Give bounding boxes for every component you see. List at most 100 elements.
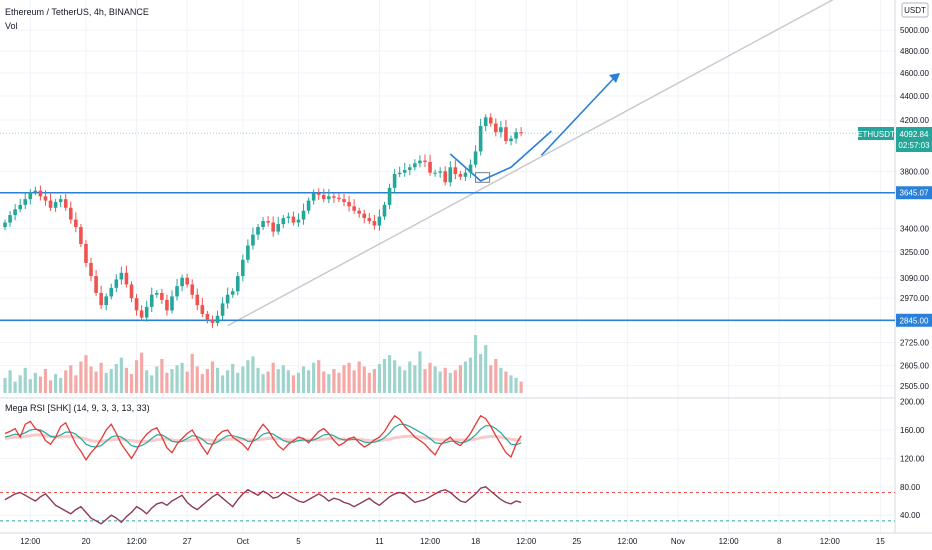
- candle-body: [235, 276, 240, 292]
- candle-body: [468, 164, 473, 173]
- volume-bar: [317, 360, 321, 393]
- volume-bar: [418, 351, 422, 393]
- volume-bar: [99, 362, 103, 393]
- candle-body: [316, 193, 321, 195]
- volume-bar: [266, 371, 270, 393]
- volume-bar: [43, 369, 48, 393]
- volume-bar: [195, 366, 199, 393]
- volume-bar: [150, 375, 154, 393]
- volume-bar: [8, 370, 12, 393]
- volume-bar: [155, 366, 159, 393]
- candle-body: [392, 174, 397, 188]
- candle-body: [180, 277, 184, 287]
- drawings[interactable]: 3645.07 2845.00: [0, 0, 932, 327]
- price-tick-label: 4600.00: [900, 69, 929, 78]
- volume-bar: [494, 358, 498, 393]
- candle-body: [499, 127, 503, 133]
- candle-body: [362, 213, 367, 219]
- candle-body: [352, 206, 356, 211]
- candle-body: [185, 277, 189, 285]
- volume-bar: [109, 369, 113, 393]
- candle-body: [433, 172, 437, 174]
- volume-bar: [387, 355, 392, 393]
- candle-body: [256, 227, 260, 235]
- candle-body: [372, 221, 377, 226]
- volume-bar: [514, 377, 518, 393]
- candle-body: [119, 272, 124, 280]
- volume-bar: [352, 370, 356, 393]
- currency-label: USDT: [904, 6, 926, 15]
- time-tick-label: 27: [183, 537, 192, 546]
- volume-bar: [276, 369, 280, 393]
- volume-bar: [393, 360, 397, 393]
- candle-body: [357, 210, 361, 214]
- price-axis[interactable]: 5000.00 4800.00 4600.00 4400.00 4200.00 3800.…: [900, 26, 929, 391]
- candle-body: [160, 292, 164, 300]
- volume-bar: [119, 357, 123, 393]
- volume-bar: [64, 370, 68, 393]
- volume-bar: [3, 377, 7, 393]
- candle-body: [109, 287, 114, 297]
- price-tick-label: 4800.00: [900, 47, 929, 56]
- candle-body: [89, 262, 93, 277]
- candles: [3, 113, 523, 329]
- volume-bar: [367, 372, 371, 393]
- volume-bar: [220, 375, 225, 393]
- level-tag-bg: [896, 186, 932, 200]
- candle-body: [58, 199, 63, 203]
- time-tick-label: 5: [296, 537, 301, 546]
- candle-body: [165, 299, 169, 311]
- candle-body: [387, 187, 392, 205]
- price-tick-label: 2505.00: [900, 382, 929, 391]
- candle-body: [241, 259, 245, 277]
- candle-body: [397, 172, 402, 175]
- volume-bar: [74, 375, 78, 393]
- volume-bar: [145, 370, 149, 393]
- volume-bar: [160, 358, 164, 393]
- volume-bar: [210, 361, 215, 393]
- volume-bar: [246, 360, 250, 393]
- rsi-tick-label: 200.00: [900, 398, 925, 407]
- price-tick-label: 2725.00: [900, 338, 929, 347]
- volume-bar: [448, 372, 452, 393]
- candle-body: [79, 227, 83, 244]
- candle-body: [337, 197, 341, 200]
- pattern-line: [449, 130, 553, 182]
- candle-body: [276, 224, 281, 232]
- volume-bar: [347, 362, 351, 393]
- currency-badge[interactable]: USDT: [901, 2, 929, 18]
- price-tick-label: 4400.00: [900, 92, 929, 101]
- volume-bar: [438, 371, 442, 393]
- candle-body: [23, 199, 28, 205]
- volume-bar: [180, 362, 184, 393]
- time-tick-label: 12:00: [20, 537, 41, 546]
- level-price-label: 3645.07: [900, 189, 929, 198]
- time-tick-label: Oct: [237, 537, 250, 546]
- volume-bar: [79, 361, 83, 393]
- time-tick-label: 15: [876, 537, 885, 546]
- candle-body: [402, 169, 407, 173]
- candle-body: [261, 221, 265, 228]
- candle-body: [266, 221, 270, 223]
- time-tick-label: 12:00: [617, 537, 638, 546]
- volume-bar: [307, 370, 311, 393]
- volume-bar: [251, 356, 255, 393]
- rsi-tick-label: 40.00: [900, 511, 921, 520]
- volume-bar: [296, 372, 301, 393]
- volume-bar: [261, 374, 265, 393]
- price-tag-bg: [896, 127, 932, 152]
- volume-bar: [342, 365, 346, 393]
- candle-body: [43, 196, 48, 201]
- volume-bar: [129, 374, 134, 393]
- candle-body: [195, 294, 200, 306]
- candle-body: [74, 219, 78, 228]
- candle-body: [230, 291, 235, 295]
- candle-body: [327, 196, 331, 200]
- candle-body: [428, 161, 432, 173]
- volume-bar: [499, 367, 503, 393]
- volume-bar: [322, 371, 326, 393]
- time-axis[interactable]: 12:00 20 12:00 27 Oct 5 11 12:00 18 12:00 25 12:00 N…: [20, 537, 885, 546]
- candle-body: [63, 199, 68, 208]
